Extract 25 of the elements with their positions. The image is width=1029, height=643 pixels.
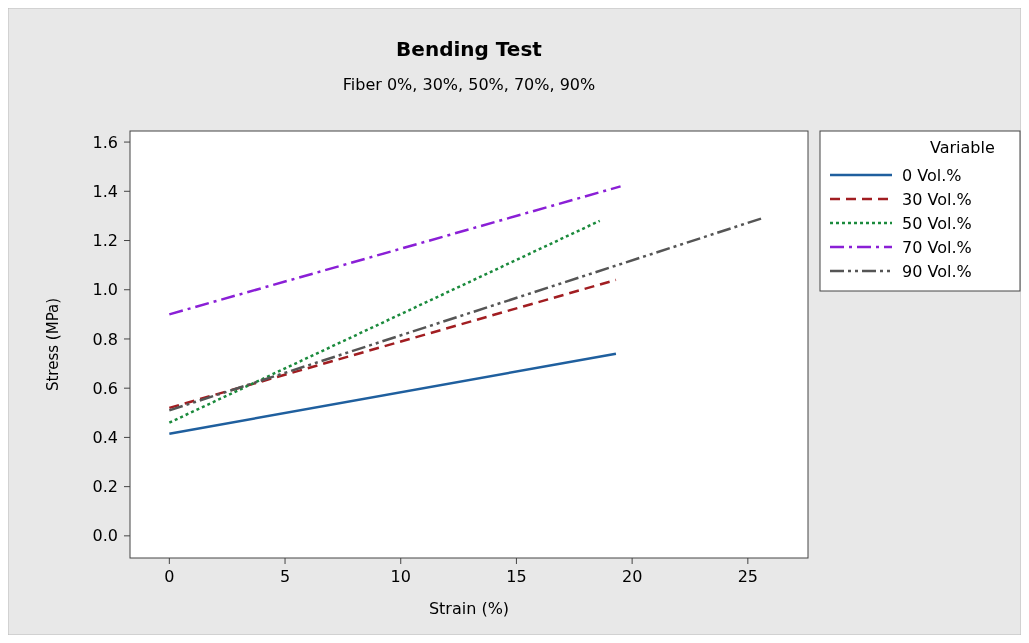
- x-tick-label: 0: [164, 567, 175, 586]
- y-tick-label: 1.2: [92, 231, 118, 251]
- x-tick-label: 10: [390, 567, 411, 586]
- legend-label: 0 Vol.%: [902, 165, 962, 185]
- legend-label: 70 Vol.%: [902, 237, 972, 257]
- x-tick-label: 15: [506, 567, 527, 586]
- x-tick-label: 25: [737, 567, 759, 586]
- y-tick-label: 0.8: [92, 329, 118, 349]
- chart-subtitle: Fiber 0%, 30%, 50%, 70%, 90%: [342, 75, 596, 94]
- legend-title: Variable: [930, 138, 995, 157]
- y-tick-label: 0.2: [92, 477, 118, 497]
- y-tick-label: 1.0: [92, 280, 118, 300]
- y-axis-title: Stress (MPa): [44, 297, 62, 392]
- x-axis-title: Strain (%): [428, 599, 510, 618]
- chart-title: Bending Test: [396, 37, 543, 61]
- y-tick-label: 1.6: [92, 132, 118, 152]
- y-tick-label: 0.6: [92, 378, 118, 398]
- legend-label: 30 Vol.%: [902, 189, 972, 209]
- x-tick-label: 5: [279, 567, 291, 586]
- x-tick-label: 20: [621, 567, 643, 586]
- y-tick-label: 1.4: [92, 181, 118, 201]
- y-tick-label: 0.0: [92, 526, 118, 546]
- legend-label: 90 Vol.%: [902, 261, 972, 281]
- legend-label: 50 Vol.%: [902, 213, 972, 233]
- y-tick-label: 0.4: [92, 428, 118, 448]
